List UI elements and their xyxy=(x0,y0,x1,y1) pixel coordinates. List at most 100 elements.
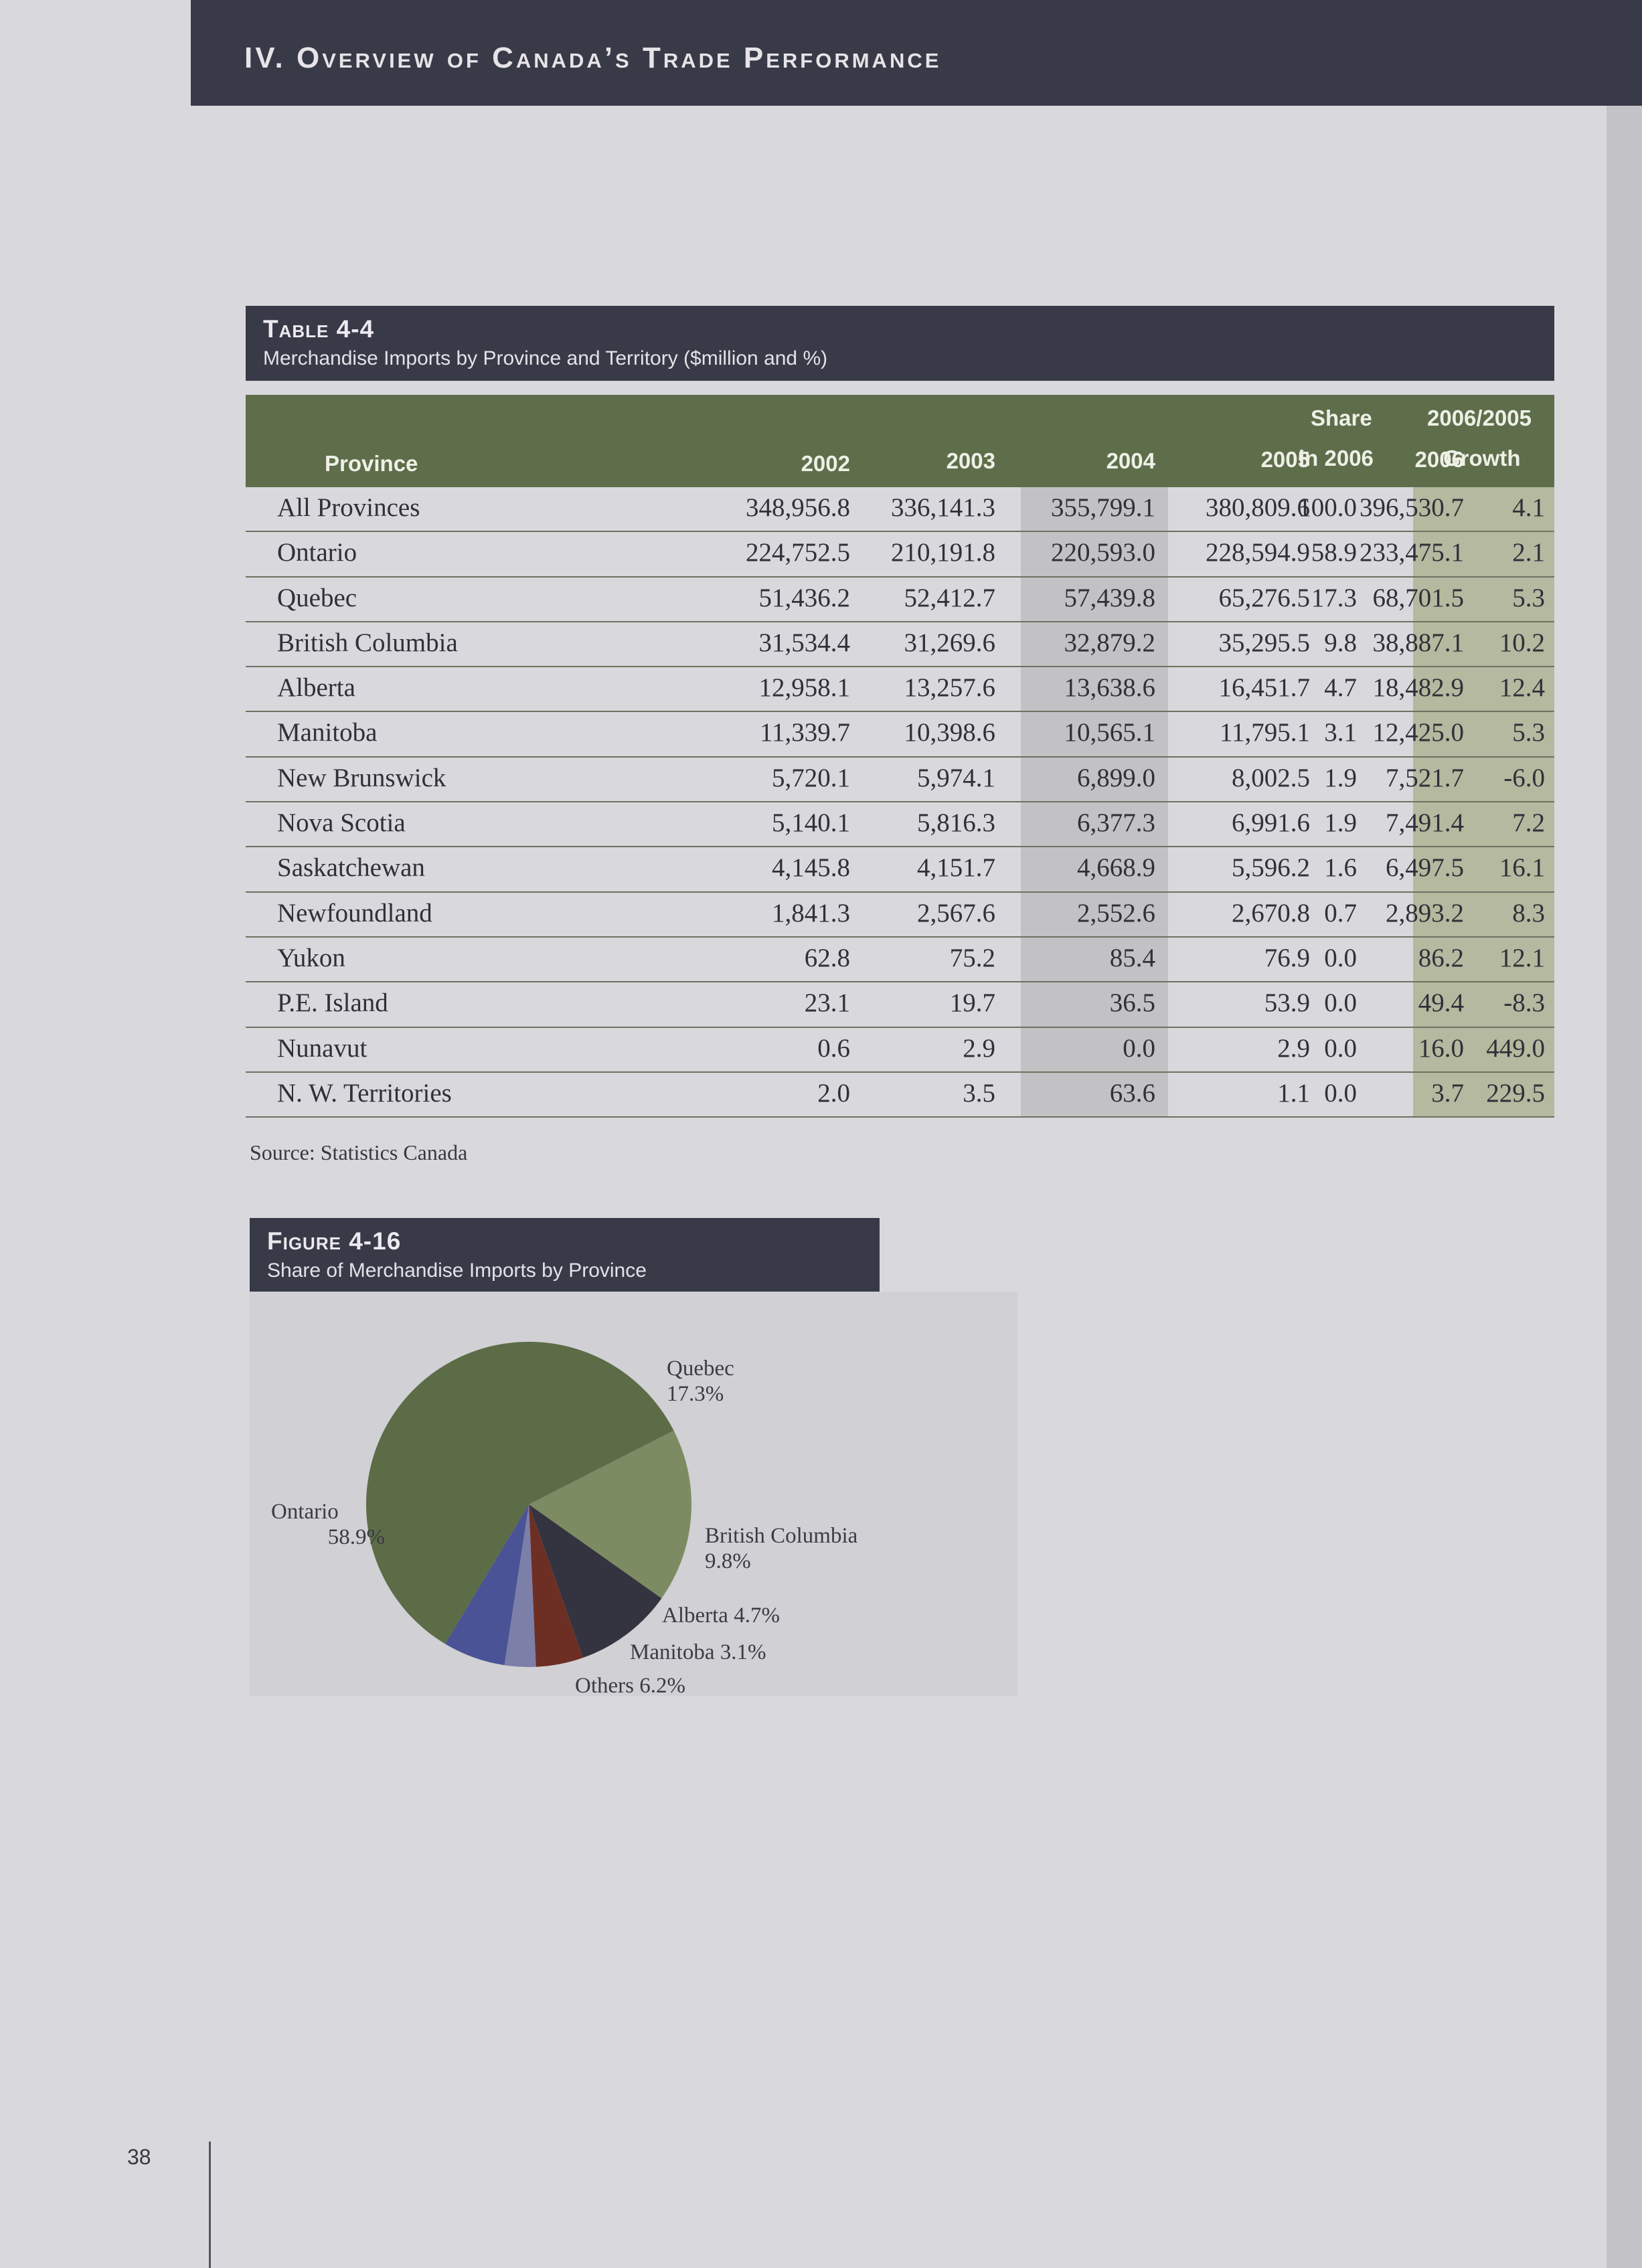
cell-province: N. W. Territories xyxy=(277,1078,452,1108)
table-body: All Provinces 348,956.8 336,141.3 355,799.1… xyxy=(246,487,1554,1118)
cell-value: 1,841.3 xyxy=(772,898,850,928)
cell-share: 3.1 xyxy=(1324,718,1357,748)
pie-label-others-name: Others xyxy=(575,1674,634,1698)
cell-value: 4,151.7 xyxy=(917,853,995,883)
cell-province: Alberta xyxy=(277,673,355,703)
table-header: Province 2002 2003 2004 2005 2006 Share … xyxy=(246,395,1554,487)
table-row: British Columbia 31,534.4 31,269.6 32,879.2… xyxy=(246,622,1554,668)
cell-value: 0.0 xyxy=(1123,1033,1155,1063)
pie-label-quebec: Quebec 17.3% xyxy=(667,1356,734,1407)
pie-label-ontario: Ontario 58.9% xyxy=(271,1499,385,1550)
cell-value: 5,140.1 xyxy=(772,808,850,838)
cell-growth: 2.1 xyxy=(1512,538,1545,568)
imports-table: Province 2002 2003 2004 2005 2006 Share … xyxy=(246,395,1554,1118)
cell-share: 4.7 xyxy=(1324,673,1357,703)
cell-value: 63.6 xyxy=(1109,1078,1155,1108)
cell-value: 380,809.6 xyxy=(1206,493,1310,522)
pie-slice-others xyxy=(444,1504,529,1666)
cell-value: 355,799.1 xyxy=(1051,493,1155,522)
pie-chart-area: Quebec 17.3% British Columbia 9.8% Alber… xyxy=(250,1292,1017,1698)
cell-growth: -8.3 xyxy=(1503,988,1545,1018)
cell-growth: -6.0 xyxy=(1503,763,1545,792)
cell-province: New Brunswick xyxy=(277,763,446,792)
pie-label-quebec-name: Quebec xyxy=(667,1357,734,1381)
cell-value: 2,567.6 xyxy=(917,898,995,928)
cell-province: Saskatchewan xyxy=(277,853,425,883)
figure-title: Share of Merchandise Imports by Province xyxy=(267,1259,647,1282)
header-province: Province xyxy=(325,451,418,476)
pie-label-ontario-value: 58.9% xyxy=(327,1525,385,1549)
figure-label: Figure 4-16 xyxy=(267,1227,402,1255)
cell-value: 210,191.8 xyxy=(891,538,995,568)
header-growth-line2: Growth xyxy=(1443,446,1521,470)
cell-value: 49.4 xyxy=(1418,988,1464,1018)
cell-province: Nunavut xyxy=(277,1033,367,1063)
table-row: Saskatchewan 4,145.8 4,151.7 4,668.9 5,596.2… xyxy=(246,847,1554,893)
cell-value: 75.2 xyxy=(949,943,995,972)
pie-chart xyxy=(365,1341,691,1668)
table-source: Source: Statistics Canada xyxy=(250,1140,468,1164)
pie-label-manitoba-value: 3.1% xyxy=(720,1640,766,1664)
pie-slice-ontario xyxy=(365,1341,674,1644)
cell-value: 13,638.6 xyxy=(1064,673,1156,703)
cell-share: 1.6 xyxy=(1324,853,1357,883)
cell-value: 19.7 xyxy=(949,988,995,1018)
cell-value: 348,956.8 xyxy=(746,493,850,522)
cell-value: 53.9 xyxy=(1264,988,1310,1018)
pie-label-alberta-name: Alberta xyxy=(662,1603,728,1628)
cell-value: 336,141.3 xyxy=(891,493,995,522)
cell-value: 4,668.9 xyxy=(1077,853,1155,883)
cell-value: 6,497.5 xyxy=(1386,853,1464,883)
cell-growth: 5.3 xyxy=(1512,583,1545,612)
table-row: Ontario 224,752.5 210,191.8 220,593.0 228,59… xyxy=(246,532,1554,578)
cell-growth: 12.4 xyxy=(1499,673,1545,703)
cell-value: 32,879.2 xyxy=(1064,628,1156,657)
cell-value: 2,893.2 xyxy=(1386,898,1464,928)
cell-value: 228,594.9 xyxy=(1206,538,1310,568)
table-row: N. W. Territories 2.0 3.5 63.6 1.1 3.7 0.0 229.… xyxy=(246,1073,1554,1118)
page-edge-shadow xyxy=(1607,0,1642,2268)
cell-value: 62.8 xyxy=(804,943,850,972)
header-2005: 2005 xyxy=(1260,447,1310,472)
cell-province: Yukon xyxy=(277,943,345,972)
header-share-line1: Share xyxy=(1311,406,1372,430)
cell-value: 31,534.4 xyxy=(758,628,851,657)
table-row: Alberta 12,958.1 13,257.6 13,638.6 16,451.7 1… xyxy=(246,667,1554,713)
cell-value: 220,593.0 xyxy=(1051,538,1155,568)
table-row: P.E. Island 23.1 19.7 36.5 53.9 49.4 0.0 -8.3 xyxy=(246,982,1554,1028)
cell-value: 2.9 xyxy=(1277,1033,1310,1063)
chapter-header: IV. Overview of Canada’s Trade Performan… xyxy=(191,0,1642,106)
header-2003: 2003 xyxy=(946,448,995,473)
cell-value: 86.2 xyxy=(1418,943,1464,972)
cell-value: 3.5 xyxy=(963,1078,995,1108)
header-2002: 2002 xyxy=(801,451,850,476)
cell-share: 1.9 xyxy=(1324,808,1357,838)
cell-province: Newfoundland xyxy=(277,898,432,928)
cell-share: 0.0 xyxy=(1324,1033,1357,1063)
pie-label-alberta: Alberta 4.7% xyxy=(662,1603,780,1628)
header-growth-line1: 2006/2005 xyxy=(1427,406,1532,430)
cell-value: 10,398.6 xyxy=(904,718,996,748)
cell-value: 10,565.1 xyxy=(1064,718,1156,748)
cell-value: 51,436.2 xyxy=(758,583,851,612)
table-row: Nova Scotia 5,140.1 5,816.3 6,377.3 6,991.6 7… xyxy=(246,802,1554,848)
cell-province: Manitoba xyxy=(277,718,378,748)
cell-share: 58.9 xyxy=(1311,538,1357,568)
cell-value: 76.9 xyxy=(1264,943,1310,972)
table-row: All Provinces 348,956.8 336,141.3 355,799.1… xyxy=(246,487,1554,533)
table-row: Quebec 51,436.2 52,412.7 57,439.8 65,276.5 68… xyxy=(246,578,1554,622)
cell-value: 5,720.1 xyxy=(772,763,850,792)
pie-label-manitoba-name: Manitoba xyxy=(630,1640,715,1664)
cell-share: 0.0 xyxy=(1324,943,1357,972)
cell-value: 31,269.6 xyxy=(904,628,996,657)
cell-value: 23.1 xyxy=(804,988,850,1018)
cell-value: 13,257.6 xyxy=(904,673,996,703)
cell-value: 396,530.7 xyxy=(1360,493,1464,522)
cell-value: 6,377.3 xyxy=(1077,808,1155,838)
pie-label-quebec-value: 17.3% xyxy=(667,1382,724,1406)
cell-value: 1.1 xyxy=(1277,1078,1310,1108)
pie-label-bc-name: British Columbia xyxy=(705,1524,858,1548)
cell-share: 0.0 xyxy=(1324,988,1357,1018)
cell-growth: 8.3 xyxy=(1512,898,1545,928)
pie-label-ontario-name: Ontario xyxy=(271,1500,339,1524)
